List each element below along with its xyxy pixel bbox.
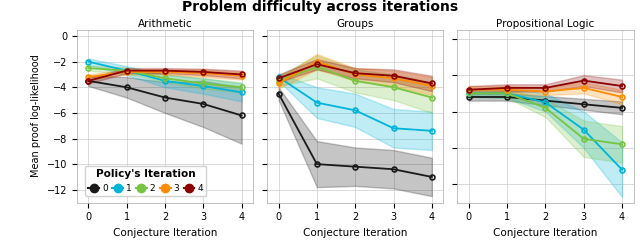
X-axis label: Conjecture Iteration: Conjecture Iteration	[303, 228, 408, 238]
Text: Problem difficulty across iterations: Problem difficulty across iterations	[182, 0, 458, 14]
Y-axis label: Mean proof log-likelihood: Mean proof log-likelihood	[31, 55, 41, 177]
Title: Groups: Groups	[337, 19, 374, 29]
Legend: 0, 1, 2, 3, 4: 0, 1, 2, 3, 4	[85, 165, 206, 196]
Title: Arithmetic: Arithmetic	[138, 19, 192, 29]
X-axis label: Conjecture Iteration: Conjecture Iteration	[493, 228, 598, 238]
X-axis label: Conjecture Iteration: Conjecture Iteration	[113, 228, 217, 238]
Title: Propositional Logic: Propositional Logic	[497, 19, 595, 29]
